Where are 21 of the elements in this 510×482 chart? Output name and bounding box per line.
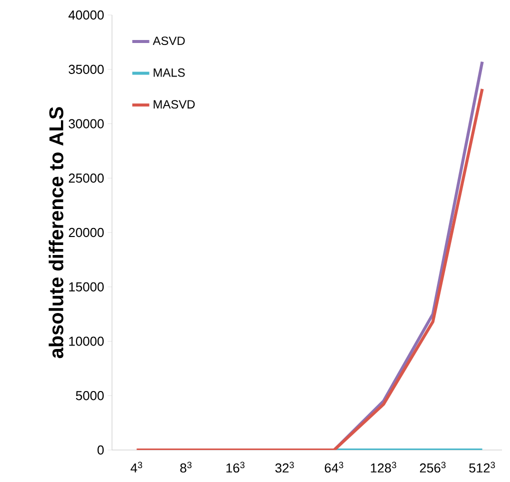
y-axis-title: absolute difference to ALS — [48, 107, 64, 358]
x-tick-label: 512$^{3}$ — [469, 462, 495, 473]
y-tick-label: 0 — [98, 445, 104, 455]
legend-label: MALS — [154, 68, 185, 77]
x-tick-label: 4$^{3}$ — [130, 462, 142, 472]
x-tick-label: 32$^{3}$ — [275, 462, 294, 473]
x-tick-label: 8$^{3}$ — [180, 462, 192, 473]
y-tick-label: 15000 — [69, 282, 104, 292]
y-tick-label: 30000 — [68, 119, 104, 128]
legend-label: MASVD — [154, 100, 195, 109]
x-tick-label: 16$^{3}$ — [226, 462, 244, 473]
x-tick-label: 128$^{3}$ — [370, 462, 396, 473]
y-tick-label: 10000 — [69, 336, 104, 346]
x-tick-label: 256$^{3}$ — [420, 462, 446, 473]
y-tick-label: 40000 — [68, 10, 104, 20]
y-tick-label: 25000 — [68, 174, 104, 183]
y-tick-label: 20000 — [68, 228, 104, 238]
legend-label: ASVD — [152, 36, 185, 46]
x-tick-label: 64$^{3}$ — [324, 462, 344, 473]
y-tick-label: 35000 — [68, 64, 104, 74]
y-tick-label: 5000 — [76, 391, 104, 400]
